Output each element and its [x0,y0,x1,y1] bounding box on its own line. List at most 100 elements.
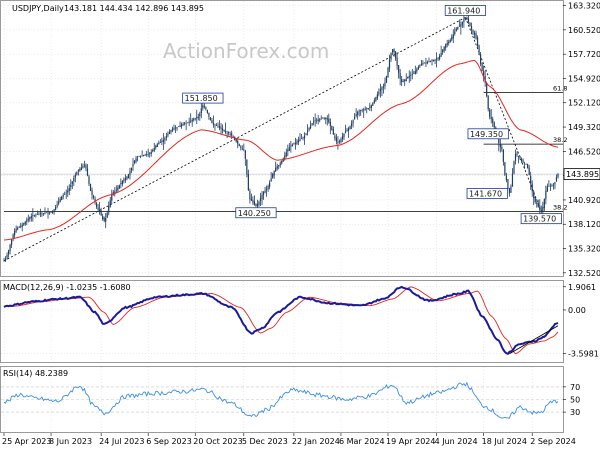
candle-body [305,133,307,135]
candle-body [472,30,474,33]
candle-body [88,176,90,184]
macd-layer [3,285,559,356]
candle-body [238,144,240,146]
candle-body [476,37,479,46]
candle-body [478,45,480,55]
candle-body [520,159,523,161]
candle-body [448,41,450,44]
candle-body [140,156,142,157]
price-candles [3,14,559,262]
rsi-line [3,381,559,419]
candle-body [249,190,251,200]
candle-body [164,138,166,141]
candle-body [311,123,313,125]
price-annotations: 151.850 140.250 161.940 149.350 141.670 139.5… [182,5,562,225]
candle-body [214,124,216,126]
candle-body [446,43,448,45]
candle-body [357,112,359,115]
candle-body [338,141,341,143]
candle-body [92,195,95,198]
candle-body [502,149,504,162]
candle-body [21,224,23,227]
candle-body [194,117,196,119]
candle-body [221,128,224,131]
price-tick-label: 152.120 [568,99,600,108]
candle-body [29,217,31,219]
rsi-tick-label: 30 [570,408,580,417]
candle-body [184,123,186,124]
candle-body [499,143,501,147]
candle-body [6,254,8,258]
candle-body [279,163,281,166]
candle-body [156,144,158,147]
candle-body [487,95,489,110]
candle-body [241,148,243,150]
candle-body [458,25,460,27]
candle-body [290,145,292,147]
candle-body [404,80,406,82]
candle-body [190,120,192,122]
candle-body [505,175,507,181]
candle-body [162,139,164,143]
candle-body [70,184,72,188]
candle-body [202,105,204,109]
candle-body [516,153,518,155]
candle-body [531,183,533,192]
ema-55-line [3,59,559,241]
rsi-axis: 70 50 30 [563,383,580,417]
candle-body [53,209,55,213]
candle-body [291,144,293,147]
macd-tick-label: 1.9061 [568,283,596,292]
candle-body [378,91,380,95]
candle-body [252,199,254,203]
price-axis: 163.320 160.520 157.720 154.920 152.120 149.3… [563,2,600,278]
candle-body [147,154,149,155]
candle-body [308,128,310,131]
candle-body [402,81,404,82]
candle-body [431,60,433,61]
candle-body [97,207,99,210]
candle-body [452,34,454,39]
candle-body [168,131,171,134]
candle-body [4,258,7,262]
candle-body [405,78,407,82]
candle-body [319,119,321,121]
candle-body [18,227,20,228]
candle-body [102,215,104,219]
candle-body [56,204,58,207]
candle-body [68,188,70,191]
candle-body [255,204,257,206]
candle-body [466,17,468,20]
candle-body [493,122,495,128]
candle-body [95,203,98,207]
candle-body [206,110,208,113]
candle-body [557,174,559,178]
date-tick-label: 20 Oct 2023 [193,437,242,446]
candle-body [288,147,290,151]
candle-body [486,83,488,96]
macd-tick-label: 0.00 [568,306,586,315]
candle-body [14,230,16,236]
candle-body [141,155,143,157]
candle-body [425,62,427,64]
candle-body [94,198,96,203]
candle-body [41,213,43,215]
candle-body [549,185,552,187]
price-annotation-box [235,207,277,219]
candle-body [3,260,5,262]
candle-body [177,126,180,127]
macd-axis: 1.9061 0.00 -3.5981 [563,283,599,359]
price-tick-label: 157.720 [568,50,600,59]
candle-body [79,168,81,171]
candle-body [26,220,28,222]
candle-body [504,162,506,175]
candle-body [50,212,52,213]
candle-body [272,174,274,178]
candle-body [379,89,382,92]
candle-body [543,198,545,209]
candle-body [67,190,69,193]
candle-body [352,120,354,124]
candle-body [364,108,366,110]
candle-body [24,221,26,225]
candle-body [33,214,35,216]
